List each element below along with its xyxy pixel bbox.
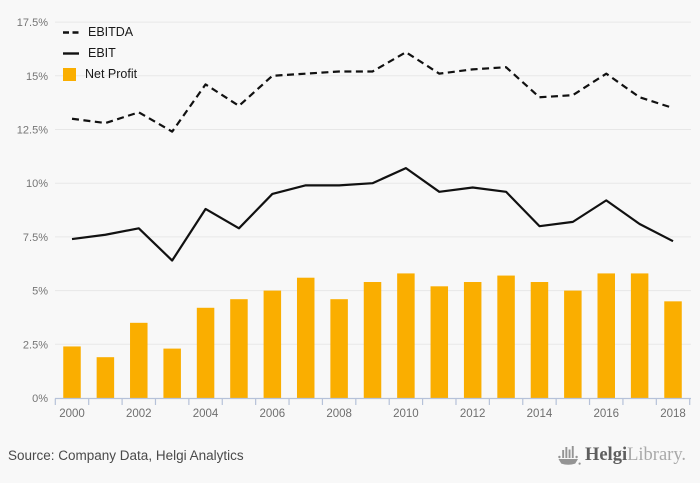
- svg-text:7.5%: 7.5%: [23, 232, 48, 244]
- svg-text:2004: 2004: [193, 408, 219, 420]
- svg-text:2010: 2010: [393, 408, 419, 420]
- brand-helgi: Helgi: [584, 444, 628, 465]
- svg-text:0%: 0%: [32, 393, 48, 405]
- svg-text:15%: 15%: [26, 71, 48, 83]
- legend-item-ebitda[interactable]: EBITDA: [63, 25, 137, 39]
- legend-label-net-profit: Net Profit: [85, 67, 138, 81]
- svg-text:2000: 2000: [59, 408, 85, 420]
- ebit-solid-line-swatch: [63, 51, 79, 55]
- svg-text:2018: 2018: [660, 408, 686, 420]
- svg-text:12.5%: 12.5%: [17, 125, 48, 137]
- svg-text:5%: 5%: [32, 286, 48, 298]
- chart-footer: Source: Company Data, Helgi Analytics He…: [0, 431, 700, 483]
- svg-text:17.5%: 17.5%: [17, 17, 48, 29]
- svg-text:2012: 2012: [460, 408, 486, 420]
- helgi-library-logo[interactable]: HelgiLibrary.: [556, 444, 686, 466]
- helgi-ship-icon: [558, 446, 581, 465]
- source-text: Source: Company Data, Helgi Analytics: [8, 447, 244, 463]
- brand-text: HelgiLibrary.: [585, 446, 686, 465]
- svg-text:2006: 2006: [260, 408, 286, 420]
- svg-text:2002: 2002: [126, 408, 152, 420]
- svg-text:2.5%: 2.5%: [23, 339, 48, 351]
- legend-label-ebitda: EBITDA: [88, 25, 134, 39]
- chart-legend: EBITDA EBIT Net Profit: [63, 25, 137, 81]
- ebitda-dashed-line-swatch: [63, 30, 79, 34]
- net-profit-square-swatch: [63, 67, 76, 81]
- svg-text:10%: 10%: [26, 178, 48, 190]
- svg-text:2008: 2008: [326, 408, 352, 420]
- chart-canvas: 0% 2.5% 5% 7.5% 10% 12.5% 15% 17.5% 2000 2002 2004…: [17, 17, 691, 420]
- legend-item-net-profit[interactable]: Net Profit: [63, 67, 137, 81]
- svg-text:2016: 2016: [593, 408, 619, 420]
- legend-label-ebit: EBIT: [88, 46, 116, 60]
- svg-text:2014: 2014: [527, 408, 553, 420]
- brand-library: Library.: [627, 444, 686, 465]
- legend-item-ebit[interactable]: EBIT: [63, 46, 137, 60]
